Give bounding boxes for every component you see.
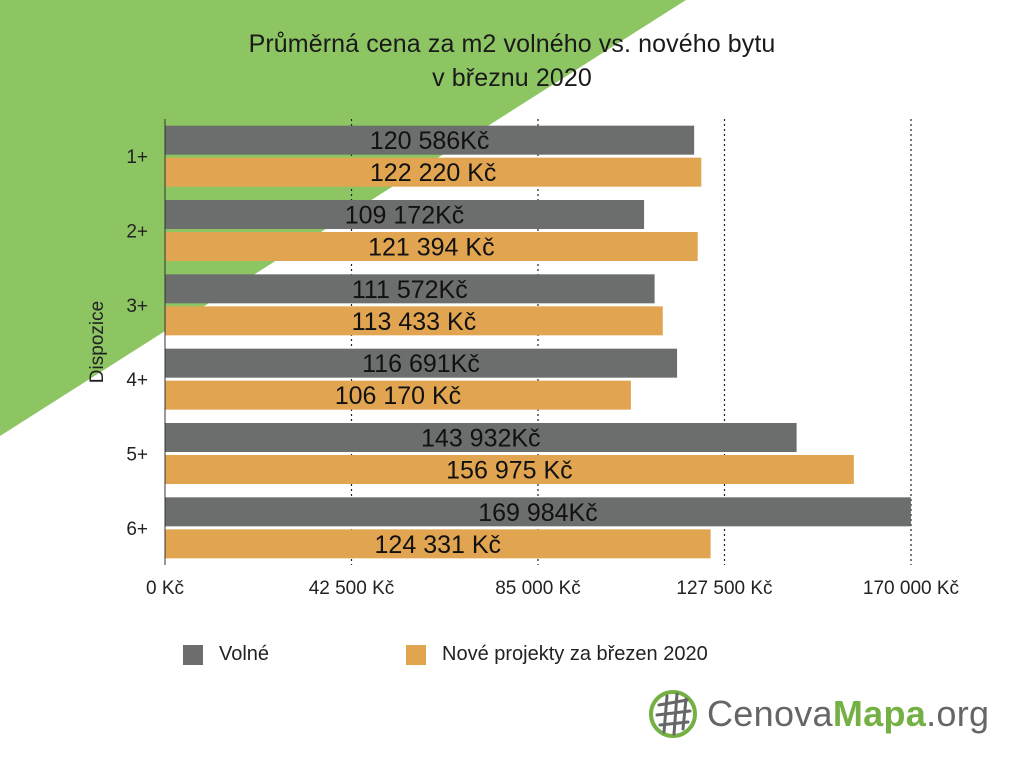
y-axis-title: Dispozice: [87, 301, 108, 383]
chart-title-line-2: v březnu 2020: [432, 64, 592, 92]
data-label: 109 172Kč: [345, 202, 465, 230]
x-tick-label: 170 000 Kč: [863, 578, 959, 599]
legend-swatch-volne: [183, 644, 203, 665]
data-label: 156 975 Kč: [446, 457, 573, 485]
data-label: 120 586Kč: [370, 127, 490, 155]
data-label: 143 932Kč: [421, 425, 541, 453]
cenovamapa-logo: CenovaMapa.org: [647, 688, 989, 740]
x-tick-label: 85 000 Kč: [495, 578, 581, 599]
x-tick-label: 42 500 Kč: [309, 578, 395, 599]
legend-item-volne: Volné: [183, 643, 269, 666]
category-label: 3+: [126, 296, 148, 317]
bar-nove: [165, 232, 698, 261]
data-label: 124 331 Kč: [375, 531, 502, 559]
bar-volne: [165, 125, 695, 155]
category-label: 6+: [126, 519, 148, 540]
legend-swatch-nove: [406, 644, 426, 665]
data-label: 111 572Kč: [352, 276, 468, 304]
category-label: 4+: [126, 370, 148, 391]
bar-nove: [165, 455, 854, 484]
category-label: 1+: [126, 147, 148, 168]
data-label: 169 984Kč: [478, 499, 598, 527]
bar-nove: [165, 380, 631, 410]
bar-volne: [165, 200, 645, 229]
legend-label-volne: Volné: [219, 643, 270, 665]
category-label: 2+: [126, 222, 148, 243]
legend-label-nove: Nové projekty za březen 2020: [442, 643, 708, 665]
category-label: 5+: [126, 445, 148, 466]
logo-text-cenova: Cenova: [707, 693, 833, 734]
data-label: 113 433 Kč: [352, 308, 477, 336]
bar-volne: [165, 348, 678, 378]
legend-item-nove: Nové projekty za březen 2020: [406, 643, 708, 666]
data-label: 121 394 Kč: [368, 234, 495, 262]
chart-title-line-1: Průměrná cena za m2 volného vs. nového b…: [248, 30, 776, 58]
data-label: 116 691Kč: [362, 350, 480, 378]
data-label: 122 220 Kč: [370, 159, 497, 187]
logo-text-org: .org: [926, 693, 990, 734]
globe-grid-icon: [649, 690, 697, 738]
bar-volne: [165, 423, 797, 452]
bar-nove: [165, 157, 702, 187]
data-label: 106 170 Kč: [335, 382, 462, 410]
x-tick-label: 127 500 Kč: [676, 578, 772, 599]
bar-volne: [165, 274, 655, 304]
logo-text-mapa: Mapa: [832, 693, 927, 734]
logo-text: CenovaMapa.org: [707, 693, 989, 735]
x-tick-label: 0 Kč: [146, 578, 184, 599]
bar-nove: [165, 306, 663, 336]
bar-volne: [165, 497, 911, 527]
bar-nove: [165, 529, 711, 559]
